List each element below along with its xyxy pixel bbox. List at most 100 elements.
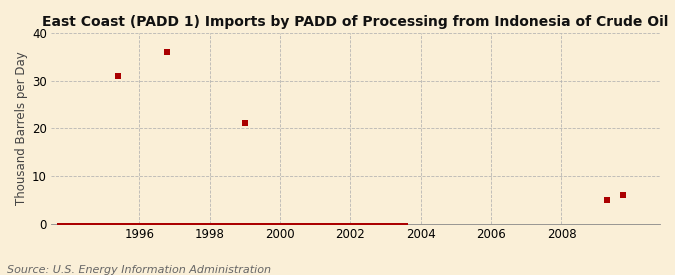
Point <box>295 221 306 226</box>
Point <box>255 221 266 226</box>
Point <box>290 221 301 226</box>
Point <box>94 221 105 226</box>
Point <box>356 221 367 226</box>
Point <box>192 221 203 226</box>
Point <box>395 221 406 226</box>
Point <box>134 221 145 226</box>
Point <box>92 221 103 226</box>
Point <box>138 221 148 226</box>
Point <box>195 221 206 226</box>
Point <box>76 221 87 226</box>
Point <box>53 221 63 226</box>
Point <box>136 221 147 226</box>
Point <box>371 221 382 226</box>
Point <box>354 221 365 226</box>
Point <box>379 221 390 226</box>
Point <box>249 221 260 226</box>
Point <box>352 221 362 226</box>
Point <box>248 221 259 226</box>
Point <box>327 221 338 226</box>
Point <box>54 221 65 226</box>
Point <box>278 221 289 226</box>
Point <box>219 221 230 226</box>
Point <box>74 221 84 226</box>
Point <box>268 221 279 226</box>
Point <box>105 221 115 226</box>
Point <box>85 221 96 226</box>
Point <box>130 221 141 226</box>
Point <box>389 221 400 226</box>
Point <box>238 221 249 226</box>
Point <box>290 221 300 226</box>
Point <box>144 221 155 226</box>
Point <box>252 221 263 226</box>
Point <box>234 221 244 226</box>
Point <box>127 221 138 226</box>
Point <box>221 221 232 226</box>
Point <box>158 221 169 226</box>
Point <box>266 221 277 226</box>
Point <box>114 221 125 226</box>
Point <box>361 221 372 226</box>
Point <box>254 221 265 226</box>
Point <box>194 221 205 226</box>
Point <box>171 221 182 226</box>
Point <box>126 221 137 226</box>
Point <box>246 221 257 226</box>
Text: Source: U.S. Energy Information Administration: Source: U.S. Energy Information Administ… <box>7 265 271 275</box>
Point <box>305 221 316 226</box>
Point <box>385 221 396 226</box>
Point <box>340 221 351 226</box>
Point <box>196 221 207 226</box>
Point <box>185 221 196 226</box>
Point <box>365 221 376 226</box>
Point <box>313 221 324 226</box>
Point <box>117 221 128 226</box>
Point <box>190 221 200 226</box>
Point <box>215 221 226 226</box>
Point <box>260 221 271 226</box>
Point <box>243 221 254 226</box>
Point <box>317 221 328 226</box>
Point <box>284 221 294 226</box>
Point <box>297 221 308 226</box>
Point <box>347 221 358 226</box>
Point <box>340 221 350 226</box>
Point <box>178 221 188 226</box>
Point <box>284 221 295 226</box>
Point <box>349 221 360 226</box>
Point <box>296 221 306 226</box>
Point <box>259 221 270 226</box>
Point <box>97 221 108 226</box>
Point <box>107 221 117 226</box>
Point <box>223 221 234 226</box>
Point <box>70 221 81 226</box>
Point <box>308 221 319 226</box>
Point <box>301 221 312 226</box>
Point <box>386 221 397 226</box>
Point <box>242 221 253 226</box>
Point <box>171 221 182 226</box>
Point <box>311 221 322 226</box>
Point <box>224 221 235 226</box>
Point <box>109 221 120 226</box>
Point <box>375 221 386 226</box>
Point <box>76 221 86 226</box>
Point <box>61 221 72 226</box>
Point <box>374 221 385 226</box>
Point <box>228 221 239 226</box>
Point <box>370 221 381 226</box>
Point <box>59 221 70 226</box>
Point <box>350 221 361 226</box>
Point <box>119 221 130 226</box>
Point <box>219 221 230 226</box>
Point <box>175 221 186 226</box>
Point <box>323 221 333 226</box>
Point <box>143 221 154 226</box>
Point <box>210 221 221 226</box>
Point <box>218 221 229 226</box>
Point <box>205 221 215 226</box>
Point <box>135 221 146 226</box>
Point <box>56 221 67 226</box>
Point <box>65 221 76 226</box>
